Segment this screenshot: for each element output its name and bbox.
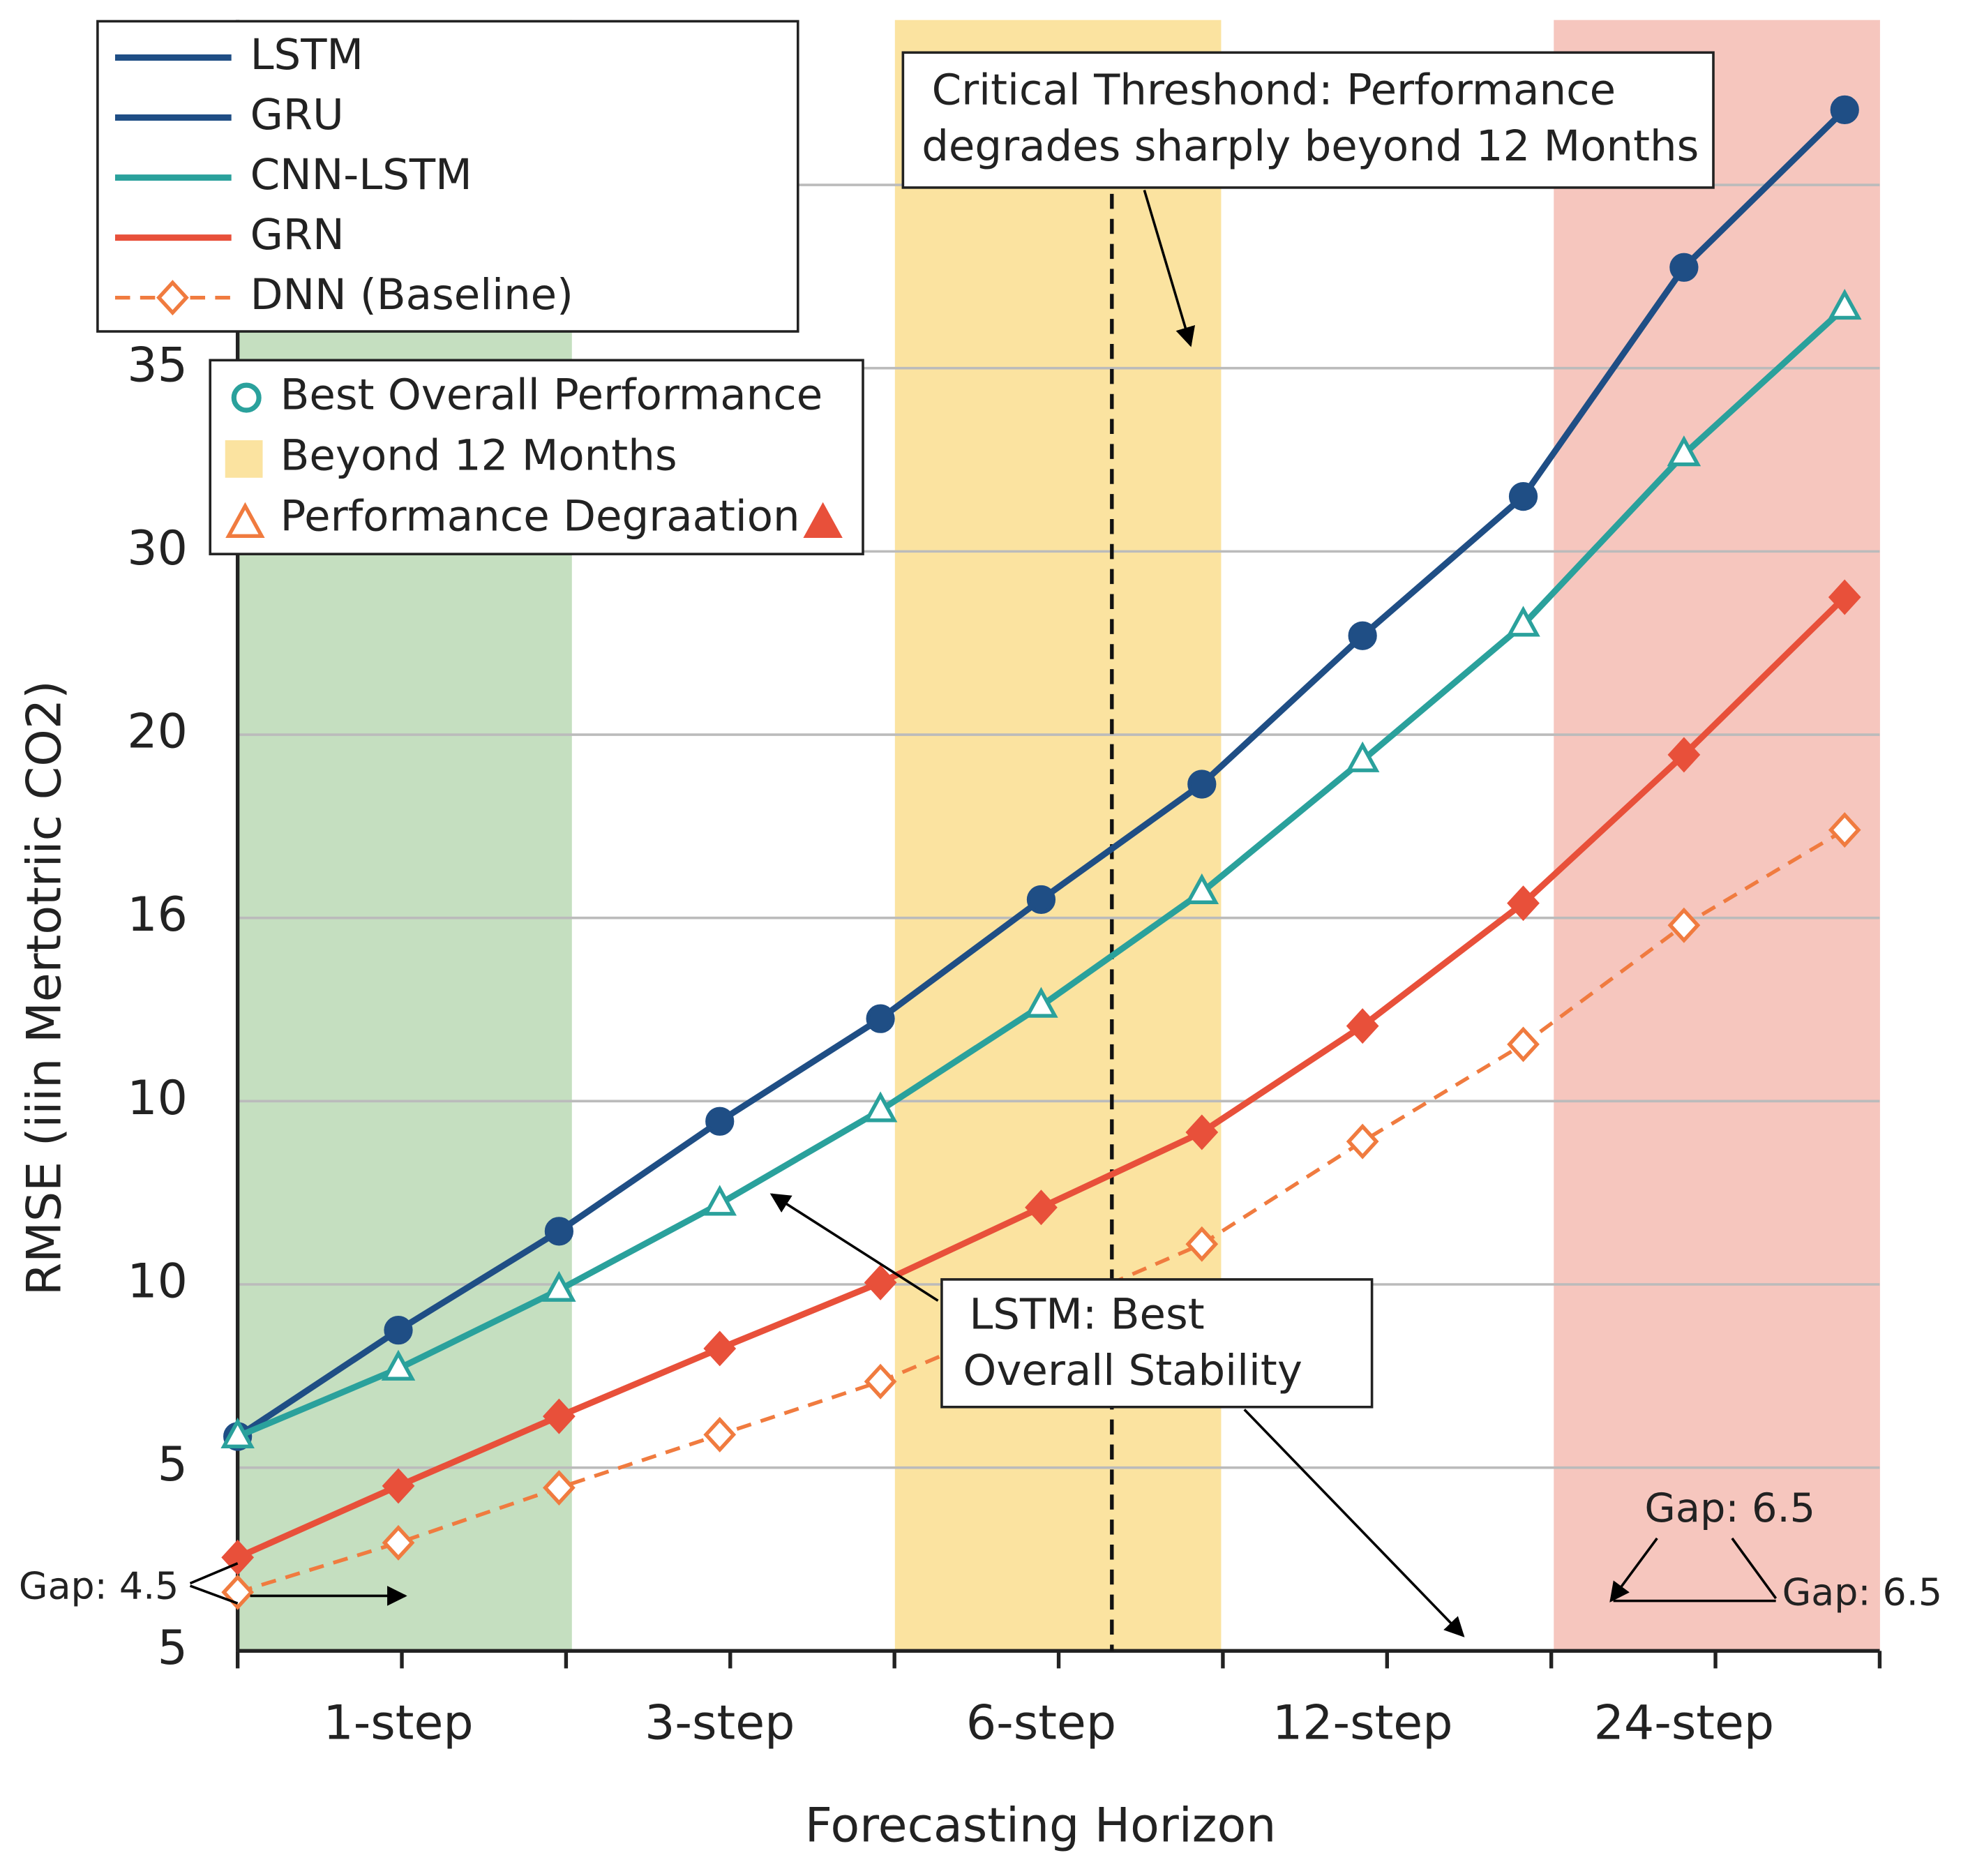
- point: [225, 502, 265, 539]
- point: [1026, 885, 1056, 915]
- plot-layer: [220, 95, 1862, 1610]
- gap-line: [189, 1584, 239, 1605]
- legend-label: GRU: [250, 90, 344, 140]
- y-tick-label: 16: [127, 887, 188, 943]
- x-tick-label: 12-step: [1272, 1695, 1453, 1750]
- point: [543, 1398, 576, 1434]
- y-tick-label: 35: [127, 338, 188, 393]
- point: [1348, 621, 1377, 650]
- point: [381, 1349, 416, 1381]
- point: [1187, 770, 1217, 799]
- point: [1024, 986, 1058, 1018]
- point: [1828, 579, 1861, 615]
- legend-marker: [225, 440, 263, 478]
- highlight-band: [1554, 20, 1880, 1651]
- point: [544, 1217, 573, 1246]
- annotation-box: [901, 51, 1715, 189]
- point: [221, 1539, 255, 1575]
- legend-label: Best Overall Performance: [280, 370, 823, 420]
- annotation-text: degrades sharply beyond 12 Months: [922, 121, 1699, 171]
- point: [863, 1091, 898, 1123]
- legend-marker: [156, 280, 189, 316]
- y-tick-label: 20: [127, 705, 188, 760]
- point: [542, 1270, 576, 1302]
- y-tick-label: 10: [127, 1254, 188, 1310]
- point: [1506, 606, 1540, 637]
- legend-label: DNN (Baseline): [250, 270, 573, 320]
- annotation-arrow: [1143, 189, 1196, 347]
- x-tick-label: 24-step: [1594, 1695, 1775, 1750]
- legend-label: Performance Degraation: [280, 492, 800, 541]
- annotation-text: Overall Stability: [963, 1346, 1302, 1395]
- legend-label: CNN-LSTM: [250, 150, 472, 200]
- gap-arrow: [1609, 1537, 1658, 1603]
- point: [1345, 741, 1380, 772]
- point: [864, 1363, 897, 1400]
- annotation-arrow: [1243, 1409, 1465, 1637]
- annotation-arrow: [769, 1193, 939, 1302]
- x-tick-label: 3-step: [645, 1695, 795, 1750]
- annotation-text: Critical Threshond: Performance: [932, 65, 1616, 114]
- point: [1185, 873, 1219, 904]
- point: [543, 1470, 576, 1506]
- y-tick-label: 5: [158, 1437, 188, 1492]
- point: [1667, 737, 1701, 773]
- point: [866, 1004, 895, 1033]
- point: [1667, 907, 1701, 943]
- x-axis-label: Forecasting Horizon: [805, 1798, 1277, 1853]
- y-tick-label: 30: [127, 521, 188, 576]
- point: [1827, 288, 1862, 320]
- legend-label: Beyond 12 Months: [280, 431, 677, 481]
- x-tick-label: 1-step: [323, 1695, 473, 1750]
- annotation-box: [940, 1278, 1374, 1409]
- x-tick-label: 6-step: [966, 1695, 1116, 1750]
- point: [1667, 435, 1701, 467]
- gap-line: [189, 1562, 239, 1585]
- gap-label: Gap: 4.5: [19, 1563, 179, 1607]
- point: [1185, 1114, 1219, 1150]
- legend-label: GRN: [250, 210, 345, 260]
- legend-marker: [231, 382, 262, 413]
- point: [703, 1416, 737, 1453]
- point: [384, 1316, 413, 1345]
- point: [382, 1524, 415, 1561]
- point: [702, 1185, 737, 1216]
- point: [1669, 253, 1699, 282]
- point: [1830, 95, 1859, 124]
- point: [1346, 1123, 1379, 1160]
- point: [1346, 1008, 1379, 1044]
- annotation-text: LSTM: Best: [969, 1289, 1204, 1339]
- point: [1507, 1026, 1540, 1063]
- gap-label: Gap: 6.5: [1782, 1570, 1942, 1614]
- overlay-layer: Forecasting Horizon RMSE (iiin Mertotrii…: [17, 20, 1942, 1853]
- point: [703, 1330, 737, 1367]
- gap-line: [1731, 1537, 1778, 1600]
- legend-label: LSTM: [250, 30, 363, 80]
- point: [705, 1106, 735, 1136]
- point: [382, 1468, 415, 1504]
- y-tick-label: 10: [127, 1071, 188, 1126]
- legend-box: [209, 359, 864, 555]
- point: [864, 1264, 897, 1300]
- point: [1507, 885, 1540, 922]
- point: [1025, 1190, 1058, 1226]
- point: [220, 1417, 255, 1449]
- point: [1828, 812, 1861, 848]
- point: [803, 502, 843, 539]
- y-tick-label: 5: [158, 1621, 188, 1676]
- gap-label: Gap: 6.5: [1644, 1485, 1815, 1531]
- y-axis-label: RMSE (iiin Mertotriic CO2): [17, 680, 73, 1296]
- point: [1185, 1226, 1219, 1262]
- point: [1508, 481, 1538, 511]
